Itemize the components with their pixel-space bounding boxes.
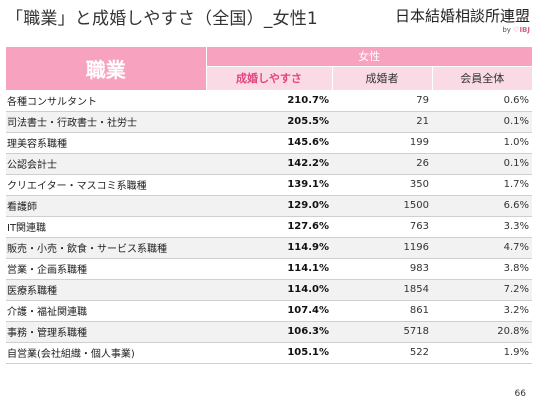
page-number: 66 [514, 389, 526, 399]
table-row: 介護・福祉関連職 107.4% 861 3.2% [6, 300, 532, 322]
married-cell: 1854 [332, 279, 432, 301]
table-row: 医療系職種 114.0% 1854 7.2% [6, 279, 532, 301]
job-cell: 事務・管理系職種 [6, 321, 206, 343]
married-cell: 861 [332, 300, 432, 322]
married-cell: 983 [332, 258, 432, 280]
table-row: 司法書士・行政書士・社労士 205.5% 21 0.1% [6, 111, 532, 133]
share-cell: 3.3% [432, 216, 532, 238]
table-row: 販売・小売・飲食・サービス系職種 114.9% 1196 4.7% [6, 237, 532, 259]
married-cell: 21 [332, 111, 432, 133]
table-row: IT関連職 127.6% 763 3.3% [6, 216, 532, 238]
rate-cell: 139.1% [206, 174, 332, 196]
rate-cell: 105.1% [206, 342, 332, 364]
rate-cell: 205.5% [206, 111, 332, 133]
job-cell: 医療系職種 [6, 279, 206, 301]
married-cell: 1500 [332, 195, 432, 217]
share-cell: 0.1% [432, 111, 532, 133]
logo: 日本結婚相談所連盟 by ♡IBJ [395, 5, 530, 34]
table-row: 看護師 129.0% 1500 6.6% [6, 195, 532, 217]
job-cell: 看護師 [6, 195, 206, 217]
share-cell: 1.9% [432, 342, 532, 364]
married-cell: 1196 [332, 237, 432, 259]
rate-cell: 210.7% [206, 90, 332, 112]
logo-sub: by ♡IBJ [395, 26, 530, 34]
rate-cell: 129.0% [206, 195, 332, 217]
rate-cell: 142.2% [206, 153, 332, 175]
share-cell: 1.0% [432, 132, 532, 154]
married-cell: 26 [332, 153, 432, 175]
married-cell: 5718 [332, 321, 432, 343]
share-column-header: 会員全体 [431, 65, 532, 90]
logo-by: by [502, 26, 511, 34]
share-cell: 6.6% [432, 195, 532, 217]
table-row: 理美容系職種 145.6% 199 1.0% [6, 132, 532, 154]
table-row: 公認会計士 142.2% 26 0.1% [6, 153, 532, 175]
share-cell: 0.1% [432, 153, 532, 175]
job-column-header: 職業 [6, 47, 207, 90]
job-cell: 営業・企画系職種 [6, 258, 206, 280]
job-cell: 各種コンサルタント [6, 90, 206, 112]
job-cell: 介護・福祉関連職 [6, 300, 206, 322]
share-cell: 7.2% [432, 279, 532, 301]
job-cell: クリエイター・マスコミ系職種 [6, 174, 206, 196]
rate-column-header: 成婚しやすさ [205, 65, 332, 90]
job-cell: 司法書士・行政書士・社労士 [6, 111, 206, 133]
rate-cell: 114.9% [206, 237, 332, 259]
rate-cell: 106.3% [206, 321, 332, 343]
page-title: 「職業」と成婚しやすさ（全国）_女性1 [6, 9, 318, 29]
job-cell: 理美容系職種 [6, 132, 206, 154]
rate-cell: 114.0% [206, 279, 332, 301]
table-row: 自営業(会社組織・個人事業) 105.1% 522 1.9% [6, 342, 532, 364]
married-cell: 79 [332, 90, 432, 112]
rate-cell: 114.1% [206, 258, 332, 280]
married-cell: 522 [332, 342, 432, 364]
job-cell: 販売・小売・飲食・サービス系職種 [6, 237, 206, 259]
share-cell: 4.7% [432, 237, 532, 259]
share-cell: 3.2% [432, 300, 532, 322]
table-row: 営業・企画系職種 114.1% 983 3.8% [6, 258, 532, 280]
married-cell: 350 [332, 174, 432, 196]
job-cell: 公認会計士 [6, 153, 206, 175]
job-table: 職業 女性 成婚しやすさ 成婚者 会員全体 各種コンサルタント 210.7% 79 0… [6, 47, 532, 364]
rate-cell: 107.4% [206, 300, 332, 322]
table-body: 各種コンサルタント 210.7% 79 0.6% 司法書士・行政書士・社労士 205.5%… [6, 90, 532, 364]
table-row: クリエイター・マスコミ系職種 139.1% 350 1.7% [6, 174, 532, 196]
married-cell: 199 [332, 132, 432, 154]
women-group-header: 女性 [206, 47, 532, 66]
table-row: 各種コンサルタント 210.7% 79 0.6% [6, 90, 532, 112]
married-cell: 763 [332, 216, 432, 238]
share-cell: 20.8% [432, 321, 532, 343]
rate-cell: 145.6% [206, 132, 332, 154]
logo-name: 日本結婚相談所連盟 [394, 7, 530, 25]
ibj-mark-icon: ♡IBJ [513, 26, 530, 34]
table-row: 事務・管理系職種 106.3% 5718 20.8% [6, 321, 532, 343]
job-cell: IT関連職 [6, 216, 206, 238]
job-cell: 自営業(会社組織・個人事業) [6, 342, 206, 364]
married-column-header: 成婚者 [331, 65, 432, 90]
share-cell: 0.6% [432, 90, 532, 112]
share-cell: 3.8% [432, 258, 532, 280]
rate-cell: 127.6% [206, 216, 332, 238]
share-cell: 1.7% [432, 174, 532, 196]
